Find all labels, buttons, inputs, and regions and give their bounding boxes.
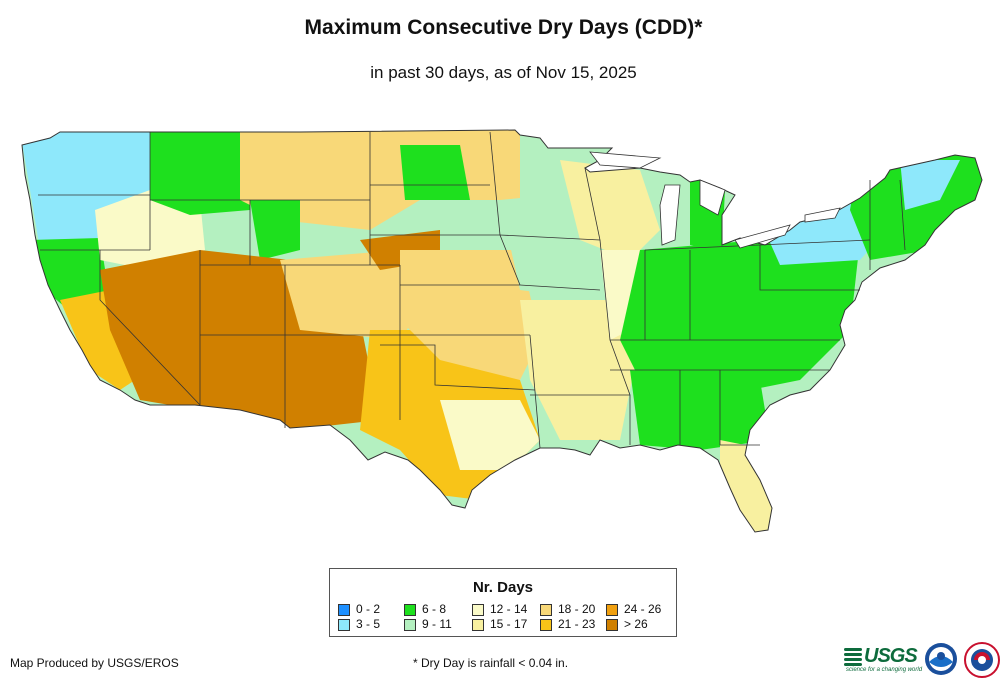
us-outline <box>21 129 983 533</box>
logos: USGS science for a changing world <box>844 640 1002 680</box>
state-line-ny-pa <box>759 239 871 246</box>
legend-swatch <box>540 619 552 631</box>
region-wisconsin <box>560 160 660 260</box>
lake-superior <box>589 151 662 169</box>
map-subtitle: in past 30 days, as of Nov 15, 2025 <box>370 63 637 82</box>
legend-item: 0 - 2 <box>338 603 408 617</box>
state-line-al-ga <box>719 370 760 446</box>
lake-michigan <box>659 184 681 246</box>
legend-swatch <box>404 604 416 616</box>
lake-huron <box>699 179 726 216</box>
legend-item: > 26 <box>606 618 676 632</box>
lake-erie <box>734 224 791 249</box>
state-line-ia-n <box>499 234 601 241</box>
noaa-logo-icon <box>925 643 957 675</box>
legend-item: 21 - 23 <box>540 618 610 632</box>
legend-label: 0 - 2 <box>356 602 381 616</box>
lake-ontario <box>804 207 841 223</box>
legend-swatch <box>606 604 618 616</box>
legend-label: 9 - 11 <box>422 617 452 631</box>
state-line-ok-tx <box>380 344 536 391</box>
legend-label: 15 - 17 <box>490 617 528 631</box>
legend-item: 24 - 26 <box>606 603 676 617</box>
legend-label: > 26 <box>624 617 648 631</box>
legend-item: 12 - 14 <box>472 603 542 617</box>
region-north-dakota-green <box>400 145 470 200</box>
state-line-pa-s <box>759 245 860 291</box>
usgs-logo: USGS <box>844 644 918 668</box>
legend-item: 9 - 11 <box>404 618 474 632</box>
state-line-ca-nv <box>99 250 201 406</box>
state-line-vt-nh <box>899 179 906 251</box>
legend-item: 6 - 8 <box>404 603 474 617</box>
legend-swatch <box>338 619 350 631</box>
state-boundaries <box>38 131 906 449</box>
legend-swatch <box>606 619 618 631</box>
legend-label: 3 - 5 <box>356 617 381 631</box>
great-lakes <box>589 151 841 249</box>
legend-label: 18 - 20 <box>558 602 596 616</box>
legend-label: 6 - 8 <box>422 602 447 616</box>
region-wyoming-green <box>250 200 300 260</box>
legend: Nr. Days 0 - 2 3 - 5 6 - 8 9 - 11 12 - 1… <box>329 568 677 637</box>
legend-label: 21 - 23 <box>558 617 596 631</box>
legend-label: 24 - 26 <box>624 602 662 616</box>
producer-credit: Map Produced by USGS/EROS <box>10 656 179 670</box>
region-maine <box>900 160 960 210</box>
dry-day-note: * Dry Day is rainfall < 0.04 in. <box>413 656 569 670</box>
legend-swatch <box>472 604 484 616</box>
legend-label: 12 - 14 <box>490 602 528 616</box>
cdd-value-regions <box>22 130 982 532</box>
state-line-ar-w <box>529 334 541 449</box>
legend-item: 3 - 5 <box>338 618 408 632</box>
legend-swatch <box>404 619 416 631</box>
nws-logo-icon <box>964 642 1000 678</box>
legend-swatch <box>338 604 350 616</box>
legend-item: 18 - 20 <box>540 603 610 617</box>
legend-swatch <box>472 619 484 631</box>
usgs-wordmark: USGS <box>864 644 918 667</box>
usgs-tagline: science for a changing world <box>846 667 923 673</box>
region-southeast <box>630 370 770 450</box>
region-ohio-valley-east <box>620 240 860 400</box>
legend-title: Nr. Days <box>472 579 534 596</box>
region-central-texas-light <box>440 400 540 470</box>
legend-swatch <box>540 604 552 616</box>
region-idaho-montana-w <box>150 130 250 215</box>
usgs-wave-icon <box>844 646 862 666</box>
map-title: Maximum Consecutive Dry Days (CDD)* <box>304 16 703 39</box>
region-colorado <box>280 250 420 340</box>
legend-item: 15 - 17 <box>472 618 542 632</box>
state-line-ia-mo <box>519 284 601 291</box>
